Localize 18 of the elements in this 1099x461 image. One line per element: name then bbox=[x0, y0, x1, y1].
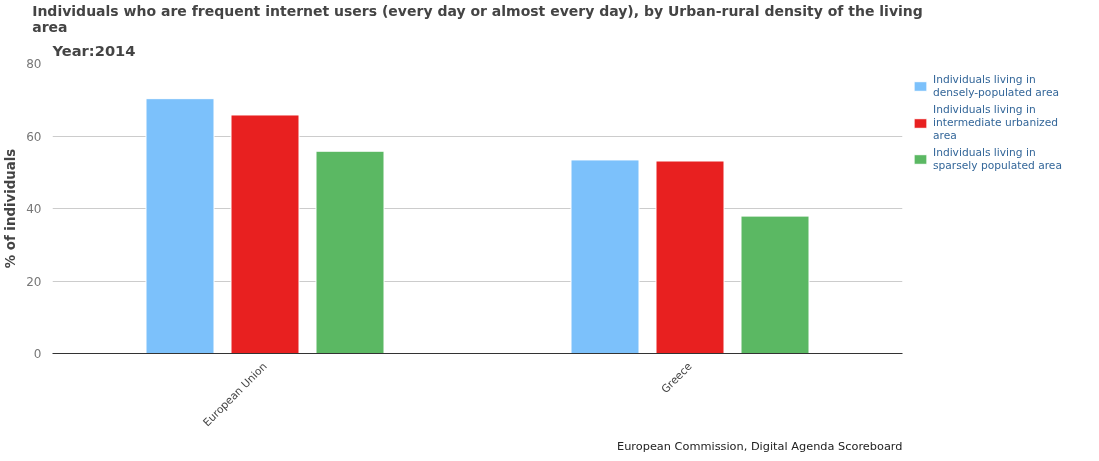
legend-label: Individuals living in intermediate urbanized area bbox=[933, 103, 1059, 142]
chart-title: Individuals who are frequent internet users (every day or almost every day), by Urban-rural density of the living area bbox=[32, 2, 923, 35]
legend-label: Individuals living in densely-populated area bbox=[933, 73, 1060, 99]
y-axis-title: % of individuals bbox=[3, 148, 19, 269]
bar bbox=[315, 150, 385, 354]
y-tick-label: 80 bbox=[26, 57, 42, 71]
y-tick-label: 40 bbox=[26, 202, 42, 216]
bar bbox=[655, 160, 725, 354]
y-tick-label: 60 bbox=[26, 129, 42, 144]
y-tick-label: 20 bbox=[26, 274, 42, 289]
bar bbox=[230, 114, 300, 354]
bar bbox=[145, 98, 215, 354]
bar bbox=[740, 215, 810, 354]
y-tick-label: 0 bbox=[33, 347, 42, 361]
chart-subtitle: Year:2014 bbox=[51, 41, 136, 59]
legend-label: Individuals living in sparsely populated area bbox=[933, 146, 1062, 172]
bar bbox=[570, 159, 640, 354]
text: European Commission, Digital Agenda Scoreboard bbox=[617, 438, 903, 453]
